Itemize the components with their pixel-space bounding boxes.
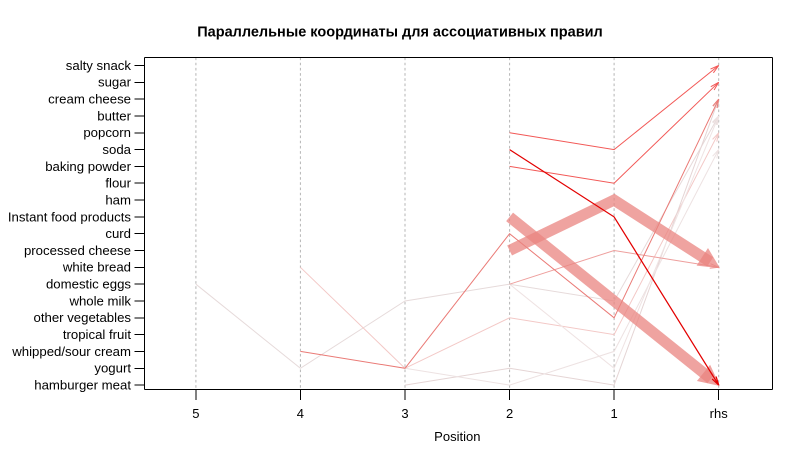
svg-text:sugar: sugar — [98, 75, 132, 90]
svg-text:Instant food products: Instant food products — [8, 209, 132, 224]
svg-text:hamburger meat: hamburger meat — [34, 378, 131, 393]
svg-text:3: 3 — [401, 406, 408, 421]
svg-text:domestic eggs: domestic eggs — [46, 277, 131, 292]
svg-text:whipped/sour cream: whipped/sour cream — [11, 344, 131, 359]
svg-text:yogurt: yogurt — [94, 361, 131, 376]
svg-text:white bread: white bread — [62, 260, 131, 275]
svg-text:Position: Position — [434, 429, 480, 444]
svg-text:salty snack: salty snack — [66, 58, 132, 73]
svg-text:2: 2 — [506, 406, 513, 421]
svg-text:ham: ham — [105, 193, 131, 208]
svg-text:baking powder: baking powder — [45, 159, 131, 174]
svg-text:cream cheese: cream cheese — [48, 92, 131, 107]
svg-text:other vegetables: other vegetables — [33, 310, 131, 325]
svg-text:5: 5 — [192, 406, 199, 421]
svg-text:processed cheese: processed cheese — [24, 243, 131, 258]
svg-text:tropical fruit: tropical fruit — [63, 327, 131, 342]
svg-text:Параллельные координаты для ас: Параллельные координаты для ассоциативны… — [197, 25, 603, 41]
svg-text:curd: curd — [105, 226, 131, 241]
svg-text:popcorn: popcorn — [83, 125, 131, 140]
svg-text:soda: soda — [102, 142, 131, 157]
svg-text:whole milk: whole milk — [68, 293, 131, 308]
svg-text:rhs: rhs — [710, 406, 729, 421]
svg-text:1: 1 — [610, 406, 617, 421]
svg-text:flour: flour — [105, 176, 131, 191]
svg-text:butter: butter — [97, 108, 131, 123]
svg-text:4: 4 — [297, 406, 304, 421]
